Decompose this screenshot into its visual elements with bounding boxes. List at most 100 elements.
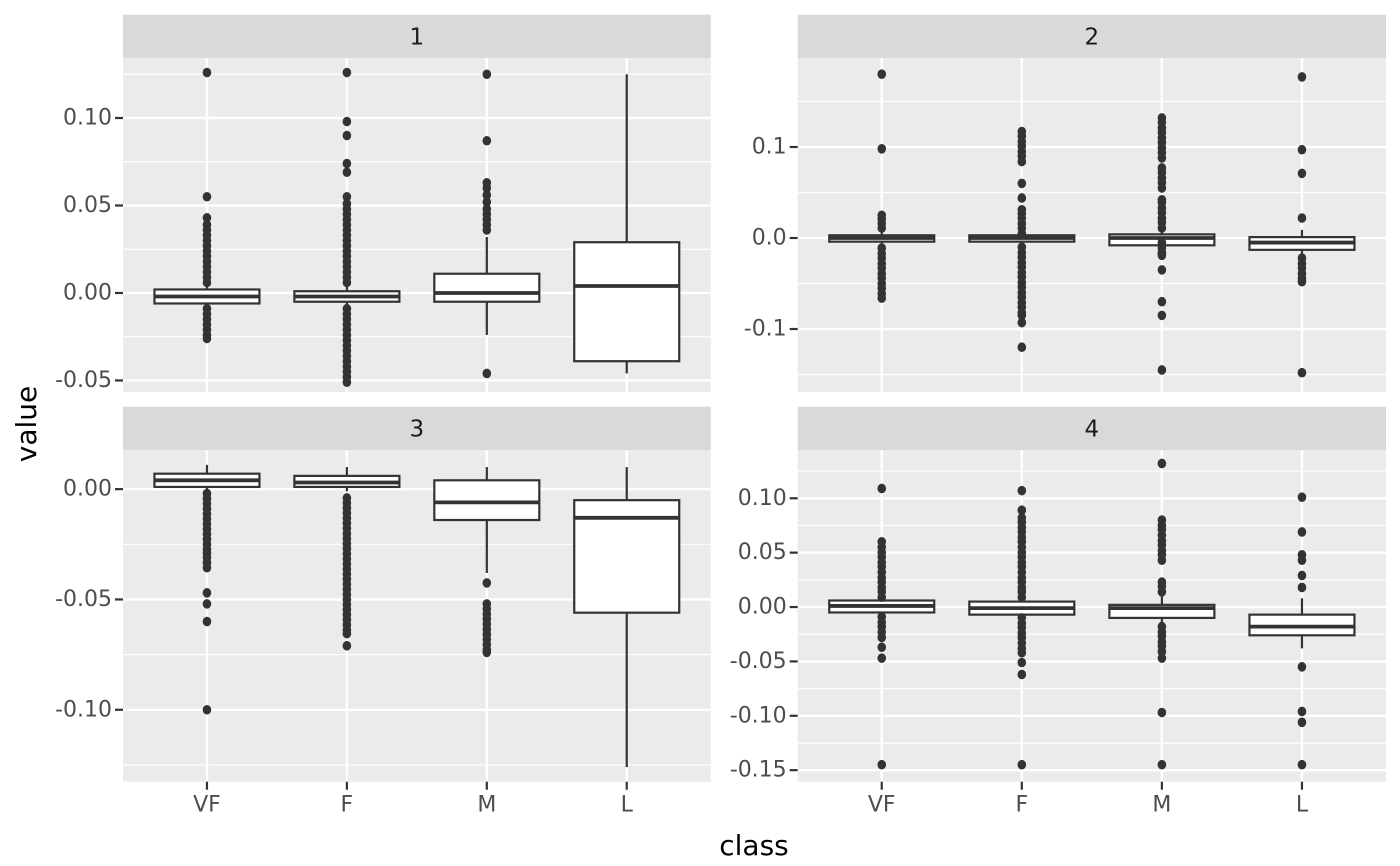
outlier-point (202, 704, 212, 715)
outlier-point (1017, 317, 1027, 328)
outlier-point (1157, 759, 1167, 770)
panel-background (797, 58, 1386, 392)
outlier-point (1157, 577, 1167, 587)
outlier-point (342, 640, 352, 651)
y-tick-label: -0.10 (55, 697, 112, 722)
x-tick-label: M (477, 793, 496, 818)
box-iqr (433, 272, 541, 303)
y-axis-title: value (10, 385, 43, 463)
outlier-point (482, 204, 492, 214)
y-tick-label: -0.05 (730, 649, 787, 674)
outlier-point (202, 191, 212, 202)
y-tick-label: 0.10 (738, 486, 787, 511)
facet-panel-1: 1 0.10 0.05 0.00 -0.05 (55, 14, 711, 393)
outlier-point (342, 67, 352, 78)
boxplot-4-M (1108, 458, 1216, 770)
boxplot-1-VF (153, 67, 261, 344)
outlier-point (1157, 265, 1167, 275)
outlier-point (1017, 193, 1027, 203)
outlier-point (342, 377, 352, 388)
outlier-point (342, 198, 352, 209)
x-axis-title: class (719, 829, 789, 862)
boxplot-3-L (573, 467, 681, 768)
outlier-point (482, 177, 492, 188)
outlier-point (1297, 717, 1307, 728)
outlier-point (202, 212, 212, 223)
y-tick-label: -0.15 (730, 758, 787, 783)
x-tick-label: L (621, 793, 634, 818)
outlier-point (342, 191, 352, 202)
y-tick-label: 0.10 (63, 106, 112, 131)
y-tick-label: -0.10 (730, 703, 787, 728)
y-tick-label: -0.05 (55, 587, 112, 612)
outlier-point (1157, 365, 1167, 375)
outlier-point (1017, 342, 1027, 353)
facet-strip (123, 14, 711, 58)
outlier-point (1297, 492, 1307, 502)
outlier-point (482, 578, 492, 588)
outlier-point (1297, 662, 1307, 672)
outlier-point (342, 167, 352, 178)
outlier-point (1157, 113, 1167, 123)
boxplot-2-F (968, 126, 1076, 353)
outlier-point (1297, 213, 1307, 223)
outlier-point (1017, 759, 1027, 770)
outlier-point (1297, 276, 1307, 287)
y-tick-label: 0.05 (738, 540, 787, 565)
outlier-point (877, 759, 887, 770)
facet-panel-3: 3 0.00 -0.05 -0.10 VF F M L (55, 406, 711, 818)
y-tick-label: 0.00 (63, 477, 112, 502)
outlier-point (1157, 310, 1167, 321)
y-tick-label: 0.00 (738, 595, 787, 620)
outlier-point (1017, 647, 1027, 658)
outlier-point (342, 116, 352, 127)
facet-strip-label: 4 (1085, 417, 1100, 443)
outlier-point (1017, 513, 1027, 523)
outlier-point (342, 628, 352, 639)
outlier-point (1157, 296, 1167, 307)
outlier-point (342, 130, 352, 141)
outlier-point (877, 483, 887, 494)
boxplot-1-M (433, 69, 541, 379)
outlier-point (202, 616, 212, 627)
outlier-point (482, 647, 492, 658)
y-tick-label: 0.1 (752, 135, 787, 160)
boxplot-1-L (573, 74, 681, 374)
outlier-point (482, 197, 492, 207)
outlier-point (1017, 505, 1027, 516)
boxplot-2-M (1108, 113, 1216, 375)
boxplot-4-L (1248, 492, 1356, 770)
facet-panel-4: 4 0.10 0.05 0.00 -0.05 -0.10 -0.15 VF F M L (730, 406, 1386, 818)
x-tick-label: VF (868, 793, 896, 818)
boxplot-3-VF (153, 464, 261, 715)
outlier-point (1297, 367, 1307, 378)
facet-strip (797, 14, 1386, 58)
outlier-point (1297, 168, 1307, 179)
outlier-point (877, 632, 887, 643)
outlier-point (877, 653, 887, 663)
outlier-point (1017, 310, 1027, 321)
y-tick-label: 0.05 (63, 193, 112, 218)
outlier-point (202, 67, 212, 78)
outlier-point (482, 69, 492, 80)
x-tick-label: L (1296, 793, 1309, 818)
y-tick-label: -0.05 (55, 368, 112, 393)
boxplot-3-M (433, 467, 541, 658)
outlier-point (1157, 653, 1167, 663)
boxplot-2-VF (828, 69, 936, 303)
y-tick-label: -0.1 (744, 317, 787, 342)
outlier-point (1297, 759, 1307, 770)
facet-strip (123, 406, 711, 451)
x-tick-label: F (1015, 793, 1028, 818)
box-iqr (573, 241, 681, 363)
outlier-point (1017, 669, 1027, 680)
y-tick-label: 0.0 (752, 226, 787, 251)
facet-strip-label: 2 (1085, 24, 1100, 50)
outlier-point (482, 135, 492, 146)
outlier-point (1297, 72, 1307, 82)
outlier-point (1017, 126, 1027, 137)
outlier-point (342, 158, 352, 169)
facet-strip-label: 3 (410, 417, 425, 443)
